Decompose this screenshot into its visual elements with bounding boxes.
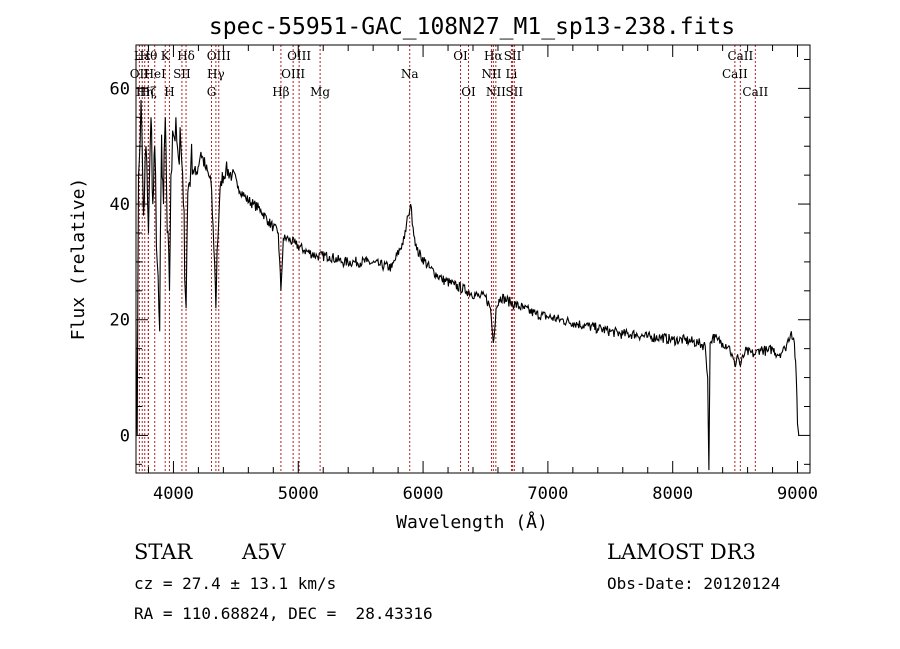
spectral-line-label: HeI xyxy=(144,67,167,81)
spectral-line-label: CaII xyxy=(727,49,753,63)
axis-ticks xyxy=(136,45,810,473)
spectral-line-label: Hζ xyxy=(140,85,157,99)
spectral-line-label: OI xyxy=(461,85,476,99)
spectral-line-label: CaII xyxy=(742,85,768,99)
sky-coordinates: RA = 110.68824, DEC = 28.43316 xyxy=(134,604,433,623)
spectral-line-label: H xyxy=(164,85,174,99)
spectral-line-markers xyxy=(138,45,756,473)
survey-name: LAMOST DR3 xyxy=(607,540,756,564)
spectral-line-label: NII xyxy=(481,67,501,81)
object-class: STAR xyxy=(134,540,193,564)
x-tick-label: 9000 xyxy=(777,484,818,504)
observation-date: Obs-Date: 20120124 xyxy=(607,574,781,593)
spectral-line-label: Hθ xyxy=(140,49,158,63)
spectral-line-label: Li xyxy=(506,67,518,81)
spectral-line-label: SII xyxy=(505,85,523,99)
x-tick-label: 7000 xyxy=(527,484,568,504)
x-tick-label: 8000 xyxy=(652,484,693,504)
x-tick-label: 5000 xyxy=(278,484,319,504)
x-axis-label: Wavelength (Å) xyxy=(396,511,548,533)
spectral-line-label: Hβ xyxy=(272,85,289,99)
x-tick-label: 6000 xyxy=(403,484,444,504)
chart-title: spec-55951-GAC_108N27_M1_sp13-238.fits xyxy=(209,14,735,40)
spectral-line-label: OIII xyxy=(207,49,231,63)
spectral-line-label: Hδ xyxy=(177,49,195,63)
axis-tick-labels: 4000 5000 6000 7000 8000 9000 0 20 40 60 xyxy=(110,79,818,504)
spectral-line-label: Hγ xyxy=(207,67,225,81)
spectral-line-label: SII xyxy=(504,49,522,63)
plot-frame xyxy=(135,44,811,474)
y-tick-label: 60 xyxy=(110,79,130,99)
spectral-line-label: Na xyxy=(401,67,419,81)
spectral-line-label: OIII xyxy=(281,67,305,81)
y-axis-label: Flux (relative) xyxy=(68,178,89,341)
spectral-line-label: CaII xyxy=(722,67,748,81)
spectral-line-label: OI xyxy=(453,49,468,63)
y-tick-label: 40 xyxy=(110,195,130,215)
spectral-line-label: Mg xyxy=(310,85,330,99)
spectral-line-label: OII xyxy=(130,67,150,81)
redshift-value: cz = 27.4 ± 13.1 km/s xyxy=(134,574,337,593)
x-tick-label: 4000 xyxy=(153,484,194,504)
spectral-line-label: SII xyxy=(173,67,191,81)
spectral-line-label: OIII xyxy=(287,49,311,63)
spectral-line-label: K xyxy=(161,49,171,63)
spectral-subclass: A5V xyxy=(242,540,286,564)
y-tick-label: 0 xyxy=(120,426,130,446)
spectral-line-label: G xyxy=(207,85,217,99)
y-tick-label: 20 xyxy=(110,311,130,331)
spectral-line-label: Hα xyxy=(484,49,503,63)
spectral-line-label: NII xyxy=(486,85,506,99)
spectrum-line xyxy=(135,99,800,471)
